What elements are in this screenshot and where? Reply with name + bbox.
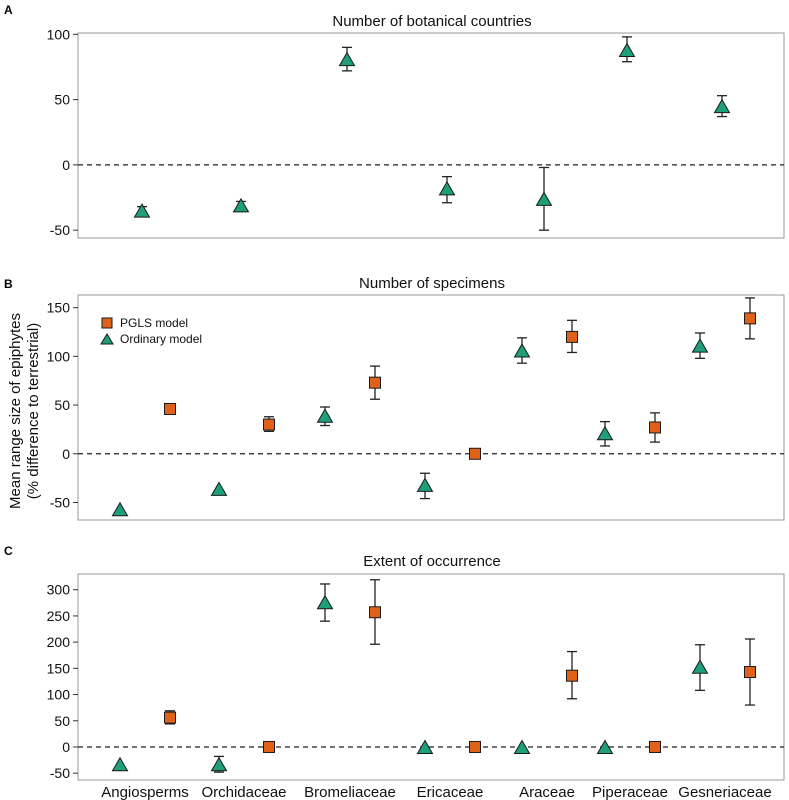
panel-a-plot-frame: [77, 32, 785, 239]
panel-a-marks: -50 0 50 100: [47, 26, 784, 238]
panel-c-ytick-label: 50: [54, 713, 70, 729]
panel-b-pgls-point: [566, 330, 578, 343]
legend-ordinary-swatch: [100, 333, 114, 345]
panel-a-ytick-label: 50: [54, 92, 70, 108]
panel-c-ytick-label: 100: [47, 687, 71, 703]
panel-a-ordinary-point: [713, 98, 731, 114]
panel-b-ytick-label: 0: [62, 446, 70, 462]
panel-c-pgls-point: [263, 740, 275, 753]
panel-a-ordinary-point: [438, 180, 456, 196]
x-category-label: Gesneriaceae: [678, 784, 771, 800]
panel-a-ordinary-point: [232, 197, 250, 213]
panel-b-ytick-label: 150: [47, 300, 71, 316]
panel-c-ordinary-point: [316, 594, 334, 610]
panel-c-ordinary-point: [691, 659, 709, 674]
panel-b-ordinary-point: [513, 343, 531, 358]
y-axis-label-line1: Mean range size of epiphytes: [7, 313, 24, 509]
panel-a-ordinary-point: [535, 191, 553, 206]
panel-b-ytick-label: -50: [50, 494, 70, 510]
panel-b-marks: -50 0 50 100 150: [47, 297, 784, 517]
legend: PGLS model Ordinary model: [100, 316, 202, 346]
panel-letter-b: B: [4, 277, 13, 291]
panel-c-pgls-point: [469, 740, 481, 753]
panel-a-ytick-label: 100: [47, 26, 71, 42]
x-category-label: Piperaceae: [592, 784, 668, 800]
panel-b-ytick-label: 50: [54, 397, 70, 413]
panel-b-ordinary-point: [210, 481, 228, 496]
panel-b-pgls-point: [744, 312, 756, 325]
panel-letter-a: A: [4, 3, 13, 17]
panel-b-pgls-point: [263, 418, 275, 431]
x-category-label: Angiosperms: [101, 784, 189, 800]
panel-b-ordinary-point: [111, 501, 129, 517]
panel-c-ordinary-point: [596, 739, 614, 754]
panel-c-pgls-point: [369, 606, 381, 619]
panel-c-ordinary-point: [111, 756, 129, 772]
panel-c-ordinary-point: [210, 756, 228, 772]
panel-c-pgls-point: [649, 740, 661, 753]
panel-b-ordinary-point: [316, 408, 334, 423]
panel-a-ytick-label: -50: [50, 222, 70, 238]
panel-c-ytick-label: -50: [50, 765, 70, 781]
panel-c-marks: -50 0 50 100 150 200 250 300: [47, 579, 784, 781]
x-category-label: Orchidaceae: [201, 784, 286, 800]
panel-c-ordinary-point: [416, 739, 434, 754]
x-category-label: Araceae: [519, 784, 575, 800]
panel-b-ordinary-point: [691, 338, 709, 353]
panel-b-title: Number of specimens: [359, 275, 505, 292]
panel-c-title: Extent of occurrence: [363, 553, 501, 570]
panel-b-pgls-point: [649, 421, 661, 434]
panel-a-ordinary-point: [618, 42, 636, 57]
panel-a-ytick-label: 0: [62, 157, 70, 173]
panel-b-ordinary-point: [596, 425, 614, 441]
panel-letter-c: C: [4, 544, 13, 558]
panel-c-plot-frame: [77, 573, 785, 781]
panel-a-ordinary-point: [338, 51, 356, 67]
panel-b-ytick-label: 100: [47, 348, 71, 364]
x-category-label: Ericaceae: [417, 784, 484, 800]
panel-a-title: Number of botanical countries: [332, 13, 531, 30]
x-category-labels: Angiosperms Orchidaceae Bromeliaceae Ericac…: [101, 784, 771, 800]
panel-b-plot-frame: [77, 294, 785, 521]
x-category-label: Bromeliaceae: [304, 784, 396, 800]
panel-c-ytick-label: 200: [47, 634, 71, 650]
panel-c-ordinary-point: [513, 739, 531, 754]
panel-c-ytick-label: 0: [62, 739, 70, 755]
panel-c-ytick-label: 150: [47, 660, 71, 676]
y-axis-label-line2: (% difference to terrestrial): [25, 323, 42, 499]
panel-c-pgls-point: [566, 669, 578, 682]
panel-b-pgls-point: [469, 447, 481, 460]
panel-c-pgls-point: [744, 666, 756, 679]
panel-c-ytick-label: 250: [47, 608, 71, 624]
panel-b-pgls-point: [164, 402, 176, 415]
panel-c-pgls-point: [164, 711, 176, 724]
legend-pgls-swatch: [101, 317, 113, 329]
panel-c-ytick-label: 300: [47, 582, 71, 598]
panel-a-ordinary-point: [133, 203, 151, 218]
panel-b-pgls-point: [369, 376, 381, 389]
panel-b-ordinary-point: [416, 477, 434, 492]
legend-ordinary-label: Ordinary model: [120, 332, 202, 346]
legend-pgls-label: PGLS model: [120, 316, 188, 330]
